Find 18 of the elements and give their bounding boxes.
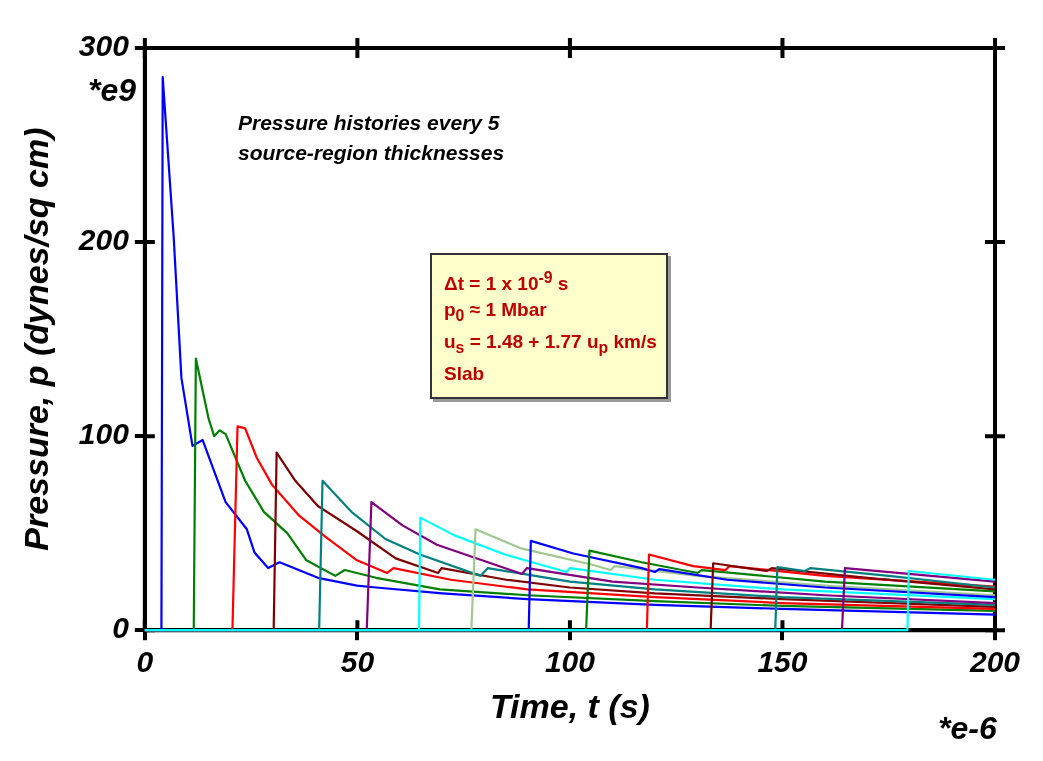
x-axis-title: Time, t (s)	[489, 686, 650, 725]
y-axis-title: Pressure, p (dynes/sq cm)	[16, 127, 55, 551]
annotation: u$_{s}$ = 1.48 + 1.77 u$_{p}$ km/s	[444, 330, 658, 358]
y-tick-label: 200	[77, 223, 130, 257]
x-tick-label: 200	[968, 645, 1021, 679]
x-tick-label: 150	[757, 645, 808, 679]
x-tick-label: 50	[340, 645, 375, 679]
annotation: p$_{0}$ ≈ 1 Mbar	[444, 298, 548, 327]
y-tick-label: 100	[78, 417, 130, 451]
x-tick-label: 100	[544, 645, 596, 679]
annotation: Pressure histories every 5 source-region thicknesses	[238, 110, 506, 166]
annotation: Slab	[444, 361, 486, 386]
text: *e9	[88, 72, 137, 109]
y-tick-label: 300	[78, 29, 130, 63]
text: *e-6	[938, 710, 997, 747]
y-tick-label: 0	[112, 611, 130, 645]
x-tick-label: 0	[136, 645, 154, 679]
annotation: Δt = 1 x 10$^{-9}$ s	[444, 268, 570, 297]
